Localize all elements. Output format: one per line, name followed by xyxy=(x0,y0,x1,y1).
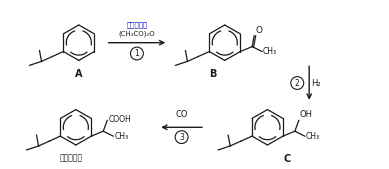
Text: （乙酸酐）: （乙酸酐） xyxy=(126,21,147,28)
Text: C: C xyxy=(284,154,291,164)
Text: COOH: COOH xyxy=(108,115,131,124)
Text: A: A xyxy=(75,69,82,79)
Text: （布洛芬）: （布洛芬） xyxy=(60,154,82,163)
Text: O: O xyxy=(255,26,262,35)
Text: 1: 1 xyxy=(135,49,139,58)
Text: CH₃: CH₃ xyxy=(114,132,128,141)
Text: 3: 3 xyxy=(179,133,184,142)
Text: 2: 2 xyxy=(295,79,300,88)
Text: CH₃: CH₃ xyxy=(263,47,277,56)
Text: B: B xyxy=(209,69,217,79)
Text: CO: CO xyxy=(175,110,188,119)
Text: (CH₃CO)₂O: (CH₃CO)₂O xyxy=(119,30,155,37)
Text: OH: OH xyxy=(300,110,313,119)
Text: CH₃: CH₃ xyxy=(306,132,320,141)
Text: H₂: H₂ xyxy=(311,79,321,88)
